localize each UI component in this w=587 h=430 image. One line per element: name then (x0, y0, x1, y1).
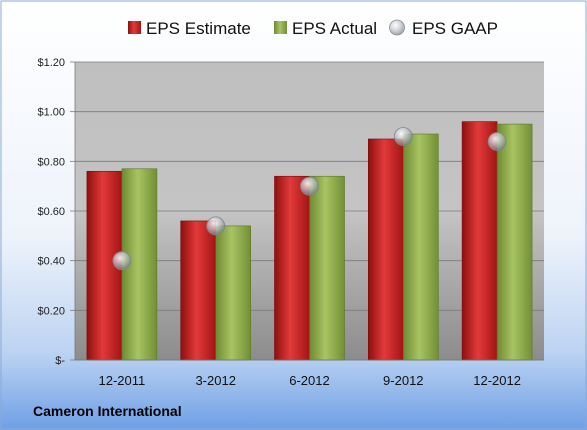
x-tick-label: 3-2012 (195, 373, 235, 388)
bar-eps-actual (215, 225, 251, 361)
gaap-points (112, 127, 507, 271)
point-eps-gaap (206, 216, 226, 236)
y-tick-label: $0.80 (37, 156, 65, 168)
x-tick-label: 12-2011 (99, 373, 146, 388)
legend-swatch-estimate (128, 21, 141, 34)
bar-eps-estimate (367, 138, 404, 361)
bar-eps-actual (496, 123, 533, 361)
bar-eps-actual (309, 175, 345, 361)
bar-eps-actual (402, 133, 439, 361)
bar-eps-estimate (461, 121, 498, 361)
y-tick-label: $- (55, 355, 65, 367)
x-tick-label: 12-2012 (473, 373, 521, 388)
legend-item-estimate: EPS Estimate (128, 19, 251, 38)
y-tick-label: $0.60 (37, 206, 65, 218)
point-eps-gaap (487, 132, 507, 151)
y-tick-label: $1.20 (37, 57, 65, 69)
y-tick-label: $0.20 (37, 305, 65, 317)
company-name: Cameron International (33, 403, 182, 419)
legend-label-actual: EPS Actual (292, 19, 377, 38)
legend: EPS Estimate EPS Actual EPS GAAP (128, 19, 498, 38)
bar-eps-estimate (274, 175, 310, 361)
y-tick-label: $1.00 (37, 107, 65, 119)
bar-eps-estimate (180, 220, 216, 361)
legend-label-gaap: EPS GAAP (412, 19, 498, 38)
x-axis: 12-2011 3-2012 6-2012 9-2012 12-2012 (75, 359, 544, 388)
legend-swatch-actual (274, 21, 287, 34)
legend-marker-gaap (389, 19, 405, 36)
point-eps-gaap (393, 127, 413, 146)
legend-item-gaap: EPS GAAP (389, 19, 498, 38)
point-eps-gaap (112, 251, 132, 271)
bars (86, 121, 533, 361)
point-eps-gaap (300, 176, 319, 196)
y-axis: $- $0.20 $0.40 $0.60 $0.80 $1.00 $1.20 (37, 57, 76, 367)
x-tick-label: 6-2012 (289, 373, 329, 388)
x-tick-label: 9-2012 (383, 373, 423, 388)
legend-label-estimate: EPS Estimate (146, 19, 251, 38)
y-tick-label: $0.40 (37, 256, 65, 268)
legend-item-actual: EPS Actual (274, 19, 377, 38)
